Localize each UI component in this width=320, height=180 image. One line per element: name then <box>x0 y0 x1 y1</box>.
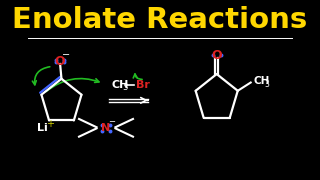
Text: 3: 3 <box>122 83 128 92</box>
Text: −: − <box>108 117 116 126</box>
FancyArrowPatch shape <box>32 67 50 85</box>
Text: −: − <box>62 50 70 60</box>
Text: 3: 3 <box>264 80 269 89</box>
Text: O: O <box>212 49 222 62</box>
Text: N: N <box>101 123 111 133</box>
Text: Enolate Reactions: Enolate Reactions <box>12 6 308 34</box>
Text: Br: Br <box>136 80 150 90</box>
FancyArrowPatch shape <box>133 74 142 79</box>
Text: +: + <box>46 119 54 129</box>
FancyArrowPatch shape <box>46 78 99 91</box>
Text: CH: CH <box>254 76 270 86</box>
Text: Li: Li <box>37 123 48 133</box>
Text: CH: CH <box>112 80 129 90</box>
Text: O: O <box>55 55 65 68</box>
